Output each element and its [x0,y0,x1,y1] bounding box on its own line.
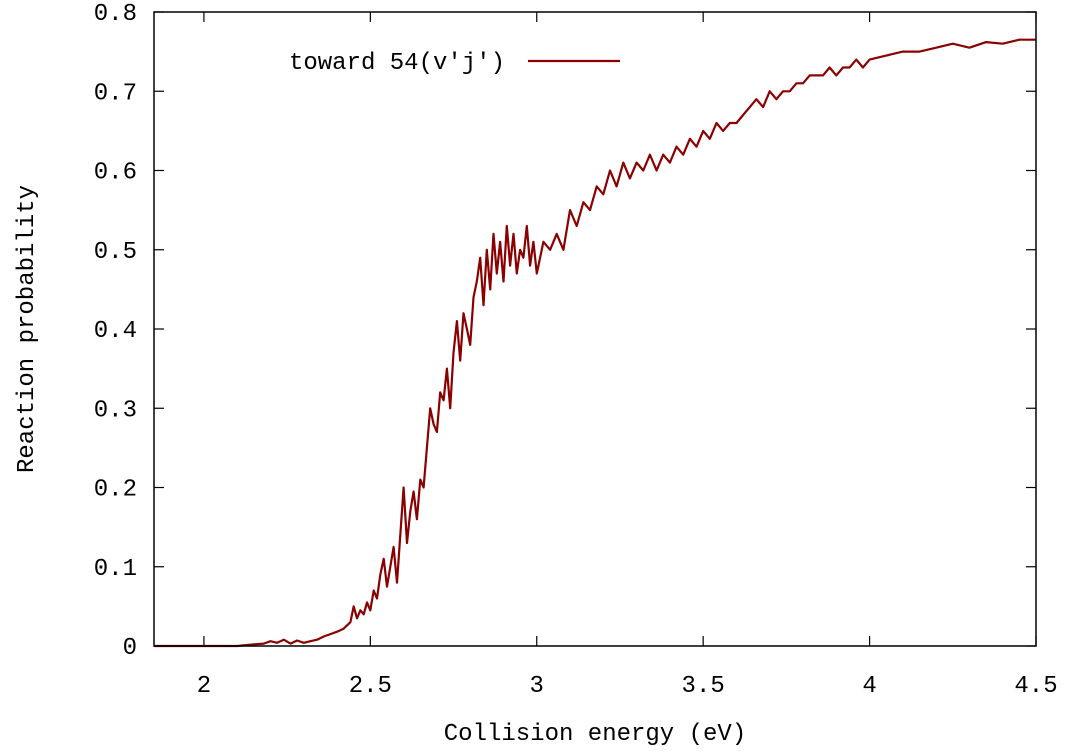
x-tick-label: 4.5 [1014,673,1057,700]
plot-frame [153,11,1037,647]
x-tick-label: 4 [862,673,876,700]
x-tick-label: 2 [197,673,211,700]
axis-tick-labels: 2 2.5 3 3.5 4 4.5 0 0.1 0.2 0.3 0.4 0.5 0.6 0.7 0.8 [94,1,1058,700]
y-tick-label: 0.3 [94,397,137,424]
legend-label: toward 54(v'j') [289,50,505,77]
y-axis-label: Reaction probability [14,185,41,473]
x-axis-label: Collision energy (eV) [444,721,746,748]
y-tick-label: 0.1 [94,556,137,583]
y-tick-label: 0.8 [94,1,137,28]
x-tick-label: 2.5 [349,673,392,700]
y-tick-label: 0.7 [94,80,137,107]
y-tick-label: 0.2 [94,477,137,504]
y-tick-label: 0.5 [94,239,137,266]
y-tick-label: 0.6 [94,160,137,187]
series-line [154,38,1036,648]
x-tick-label: 3 [530,673,544,700]
x-tick-label: 3.5 [682,673,725,700]
legend: toward 54(v'j') [289,50,620,77]
y-tick-label: 0.4 [94,318,137,345]
y-tick-label: 0 [123,635,137,662]
